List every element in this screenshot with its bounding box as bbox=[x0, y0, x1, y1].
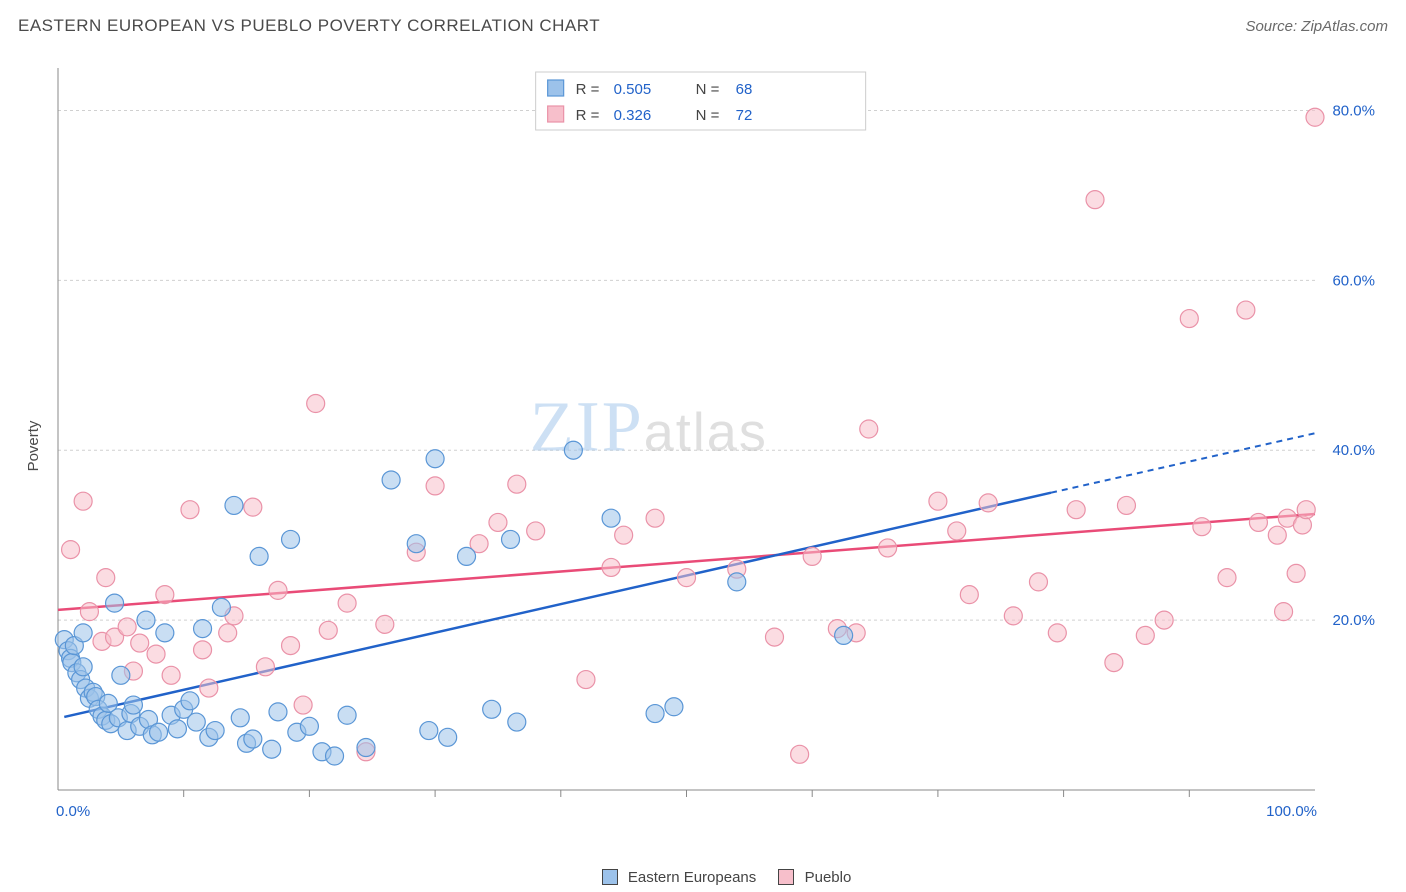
svg-text:80.0%: 80.0% bbox=[1332, 102, 1375, 119]
svg-text:0.0%: 0.0% bbox=[56, 803, 90, 820]
legend-swatch-pink bbox=[778, 869, 794, 885]
bottom-legend: Eastern Europeans Pueblo bbox=[50, 869, 1385, 886]
chart-source: Source: ZipAtlas.com bbox=[1245, 18, 1388, 35]
svg-text:R =: R = bbox=[576, 107, 600, 124]
legend-swatch-blue bbox=[602, 869, 618, 885]
y-axis-label: Poverty bbox=[25, 421, 42, 472]
svg-text:40.0%: 40.0% bbox=[1332, 442, 1375, 459]
svg-text:100.0%: 100.0% bbox=[1266, 803, 1317, 820]
svg-text:N =: N = bbox=[696, 81, 720, 98]
chart-title: EASTERN EUROPEAN VS PUEBLO POVERTY CORRE… bbox=[18, 16, 600, 36]
svg-text:0.326: 0.326 bbox=[614, 107, 652, 124]
svg-text:60.0%: 60.0% bbox=[1332, 272, 1375, 289]
chart-header: EASTERN EUROPEAN VS PUEBLO POVERTY CORRE… bbox=[18, 16, 1388, 36]
svg-text:R =: R = bbox=[576, 81, 600, 98]
svg-text:68: 68 bbox=[736, 81, 753, 98]
svg-text:72: 72 bbox=[736, 107, 753, 124]
legend-label-pueblo: Pueblo bbox=[805, 869, 852, 886]
svg-text:0.505: 0.505 bbox=[614, 81, 652, 98]
svg-text:N =: N = bbox=[696, 107, 720, 124]
chart-svg: 20.0%40.0%60.0%80.0%0.0%100.0%ZIPatlasR … bbox=[50, 60, 1385, 830]
legend-label-eastern: Eastern Europeans bbox=[628, 869, 756, 886]
scatter-plot: 20.0%40.0%60.0%80.0%0.0%100.0%ZIPatlasR … bbox=[50, 60, 1385, 830]
svg-text:20.0%: 20.0% bbox=[1332, 612, 1375, 629]
